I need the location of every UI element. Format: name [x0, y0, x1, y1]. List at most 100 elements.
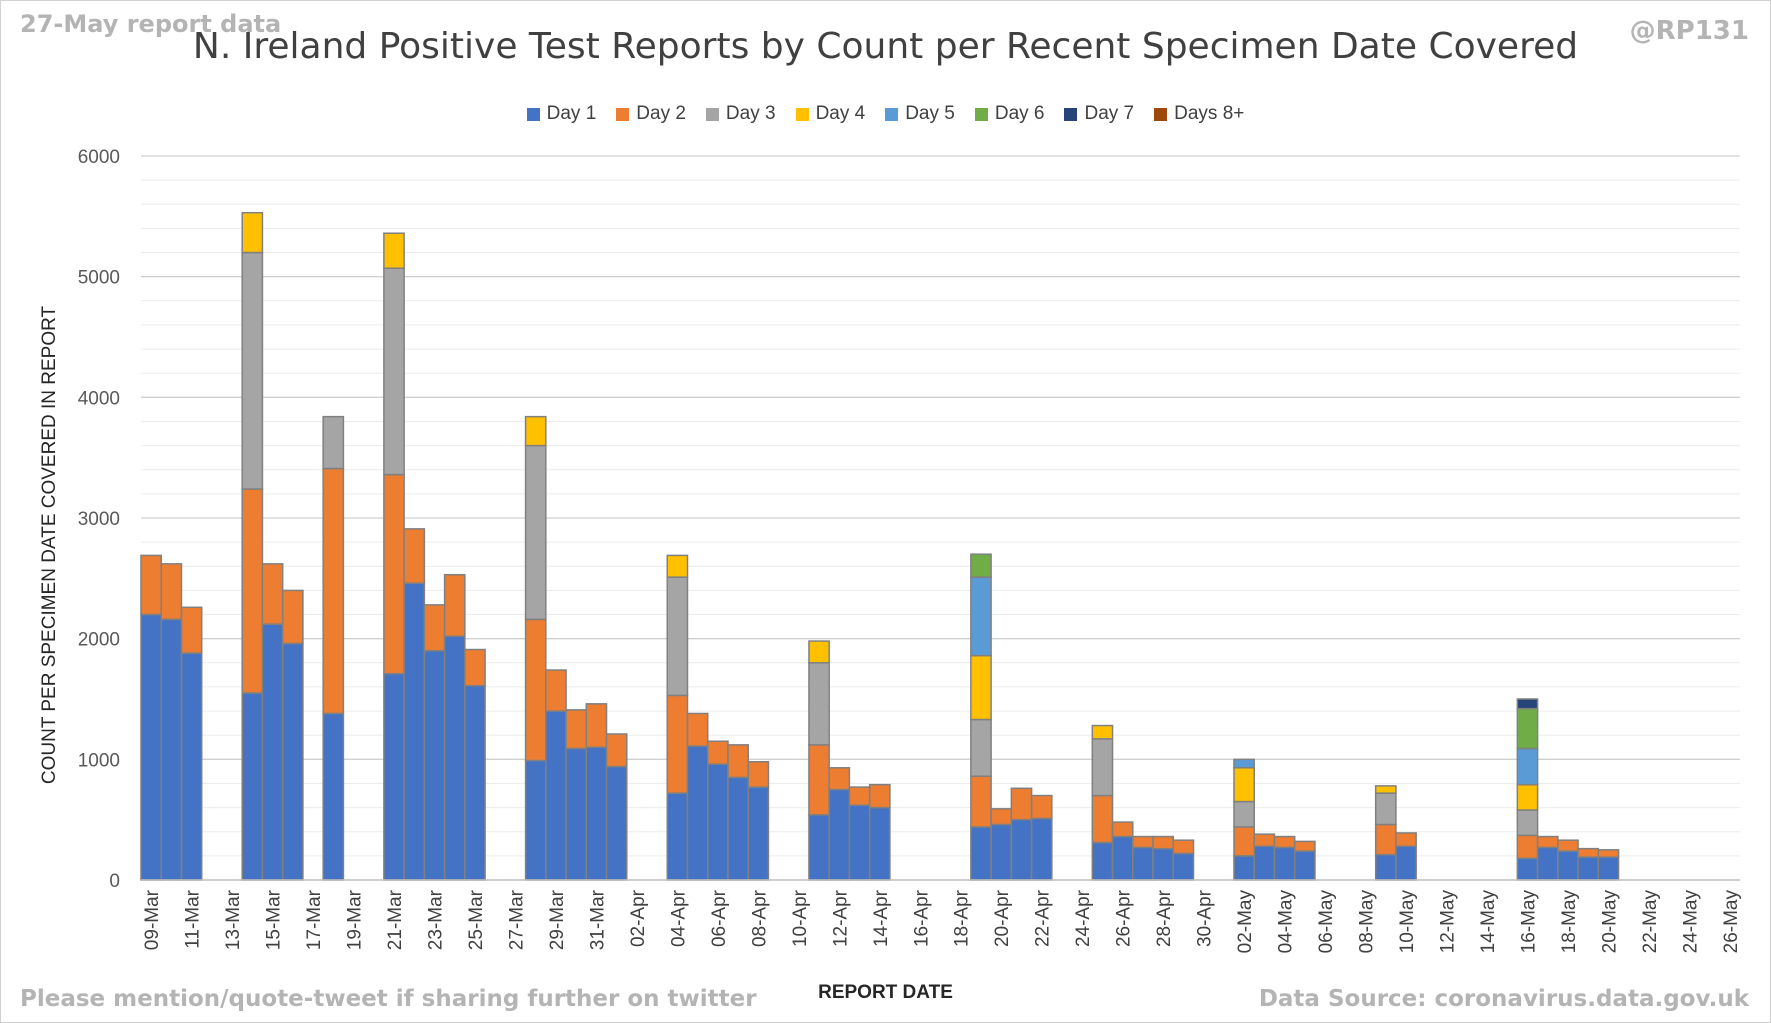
bar-segment	[1152, 835, 1175, 850]
bar-segment	[1516, 834, 1539, 860]
legend-swatch	[705, 107, 719, 121]
bar-segment	[1010, 787, 1033, 821]
legend-label: Day 7	[1084, 103, 1135, 124]
bar-segment	[565, 747, 588, 881]
bar-segment	[322, 415, 345, 470]
x-tick-label: 13-Mar	[223, 889, 244, 950]
x-tick-label: 10-May	[1397, 890, 1418, 954]
bar-segment	[1091, 794, 1114, 844]
bar-segment	[241, 211, 264, 254]
bar-segment	[990, 823, 1013, 881]
bar-segment	[1091, 724, 1114, 740]
legend-swatch	[1064, 107, 1078, 121]
chart-title: N. Ireland Positive Test Reports by Coun…	[192, 26, 1579, 67]
bar-segment	[1172, 852, 1195, 881]
x-tick-label: 30-Apr	[1195, 889, 1216, 947]
bar-segment	[1374, 853, 1397, 881]
x-tick-label: 14-May	[1478, 890, 1499, 954]
bar-segment	[605, 733, 628, 768]
legend-label: Day 2	[636, 103, 686, 124]
bar-segment	[1557, 839, 1579, 852]
bar-segment	[808, 744, 830, 816]
bar-segment	[828, 788, 851, 881]
bar-segment	[545, 710, 567, 881]
bar-segment	[1516, 747, 1539, 786]
bar-segment	[1374, 792, 1397, 826]
bar-segment	[686, 712, 709, 747]
bar-segment	[970, 576, 992, 657]
x-axis-title: REPORT DATE	[818, 982, 953, 1003]
x-tick-label: 31-Mar	[587, 889, 608, 950]
bar-segment	[727, 776, 749, 881]
bar-segment	[1395, 832, 1417, 847]
legend-label: Day 4	[815, 103, 866, 124]
bar-segment	[1293, 850, 1316, 881]
legend-label: Days 8+	[1174, 103, 1245, 124]
y-tick-label: 2000	[78, 630, 120, 651]
bar-segment	[1536, 846, 1559, 881]
bar-segment	[565, 709, 588, 750]
x-axis-ticks: 09-Mar 11-Mar 13-Mar 15-Mar 17-Mar 19-Mar 21-M…	[142, 889, 1742, 953]
bar-segment	[970, 775, 992, 828]
x-tick-label: 08-Apr	[749, 889, 770, 947]
bar-segment	[970, 654, 992, 721]
bar-segment	[970, 826, 992, 881]
x-tick-label: 04-Apr	[668, 889, 689, 947]
x-tick-label: 12-Apr	[830, 889, 851, 947]
x-tick-label: 25-Mar	[466, 889, 487, 950]
bar-segment	[1132, 835, 1154, 849]
bar-segment	[383, 672, 405, 881]
bar-segment	[666, 792, 689, 881]
bar-segment	[241, 692, 264, 881]
x-tick-label: 09-Mar	[142, 889, 163, 950]
bar-segment	[241, 488, 264, 694]
bar-segment	[160, 563, 183, 621]
y-tick-label: 5000	[78, 268, 120, 289]
bar-segment	[524, 618, 547, 762]
bar-segment	[464, 648, 486, 687]
bar-segment	[1577, 856, 1600, 881]
legend-label: Day 1	[546, 103, 597, 124]
bar-segment	[970, 553, 992, 578]
bar-segment	[1233, 826, 1255, 857]
bar-segment	[464, 684, 486, 881]
bar-segment	[1111, 821, 1134, 838]
legend-swatch	[795, 107, 809, 121]
bar-segment	[1233, 800, 1255, 828]
bar-segment	[1374, 785, 1397, 794]
bar-segment	[383, 267, 405, 476]
x-tick-label: 02-Apr	[628, 889, 649, 947]
bar-segment	[706, 740, 729, 765]
bar-segment	[524, 759, 547, 881]
bar-segment	[423, 604, 446, 652]
bar-segment	[443, 635, 466, 881]
bar-segment	[423, 649, 446, 881]
bar-segment	[585, 703, 608, 749]
bar-segment	[524, 444, 547, 621]
legend-swatch	[885, 107, 899, 121]
source-note: Data Source: coronavirus.data.gov.uk	[1258, 986, 1749, 1012]
bar-segment	[403, 528, 426, 584]
bar-segment	[686, 745, 709, 881]
bar-segment	[1091, 738, 1114, 797]
bar-segment	[970, 718, 992, 777]
bar-segment	[1516, 698, 1539, 710]
legend-item: Day 3	[705, 103, 776, 125]
y-tick-label: 0	[109, 871, 120, 892]
legend: Day 1 Day 2 Day 3 Day 4 Day 5 Day 6 Day 7 Days …	[0, 103, 1771, 125]
x-tick-label: 17-Mar	[304, 889, 325, 950]
bar-segment	[585, 746, 608, 881]
bar-segment	[160, 618, 183, 881]
y-tick-label: 6000	[78, 147, 120, 168]
bar-segment	[990, 808, 1013, 826]
legend-item: Day 1	[526, 103, 597, 125]
bar-segment	[1516, 783, 1539, 811]
x-tick-label: 18-May	[1559, 890, 1580, 954]
bar-segment	[1516, 707, 1539, 750]
x-tick-label: 20-Apr	[992, 889, 1013, 947]
x-tick-label: 06-Apr	[709, 889, 730, 947]
legend-swatch	[616, 107, 630, 121]
x-tick-label: 06-May	[1316, 890, 1337, 954]
x-tick-label: 16-Apr	[911, 889, 932, 947]
bar-segment	[322, 467, 345, 715]
